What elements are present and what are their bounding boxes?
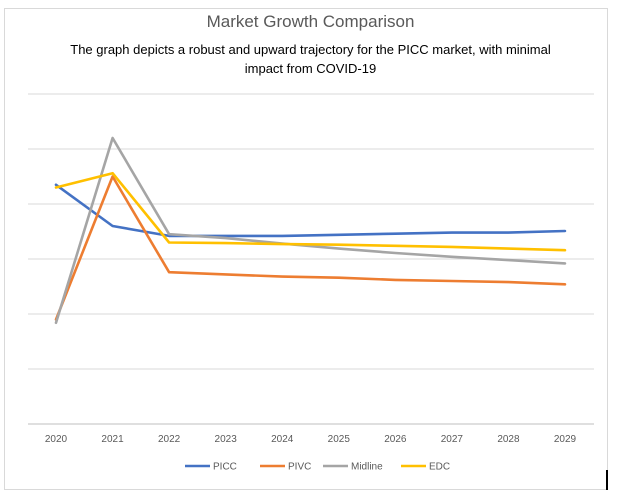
legend-label-picc: PICC xyxy=(213,462,237,473)
corner-mark xyxy=(606,470,608,490)
x-tick-label: 2024 xyxy=(271,434,294,445)
series-line-midline xyxy=(54,136,567,325)
x-tick-label: 2025 xyxy=(328,434,351,445)
x-tick-label: 2020 xyxy=(45,434,68,445)
x-tick-label: 2029 xyxy=(554,434,577,445)
x-tick-label: 2027 xyxy=(441,434,464,445)
x-tick-label: 2022 xyxy=(158,434,181,445)
x-tick-label: 2021 xyxy=(101,434,124,445)
legend-label-pivc: PIVC xyxy=(288,462,311,473)
x-tick-label: 2028 xyxy=(497,434,520,445)
series-line-pivc xyxy=(54,175,567,321)
chart-subtitle: The graph depicts a robust and upward tr… xyxy=(70,42,551,76)
x-tick-label: 2026 xyxy=(384,434,407,445)
x-tick-label: 2023 xyxy=(215,434,238,445)
series-line-picc xyxy=(54,183,567,238)
series-line-edc xyxy=(54,171,567,252)
chart-title: Market Growth Comparison xyxy=(206,12,415,31)
legend-label-edc: EDC xyxy=(429,462,450,473)
legend-label-midline: Midline xyxy=(351,462,383,473)
